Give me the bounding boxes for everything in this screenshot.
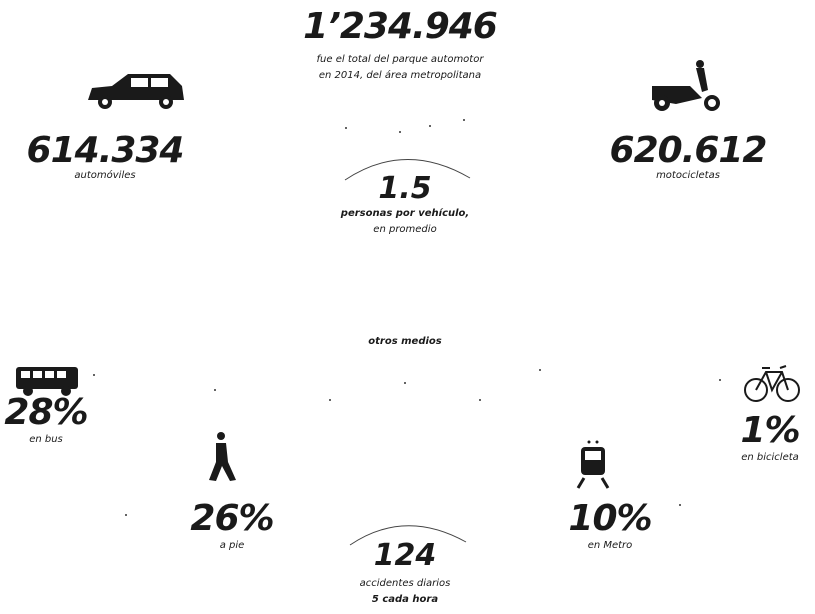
metro-caption: en Metro <box>588 540 633 551</box>
bus-caption: en bus <box>29 434 63 445</box>
walk-value: 26% <box>190 498 273 539</box>
bicycle-value: 1% <box>740 410 799 451</box>
accidents-caption: 5 cada hora <box>372 594 438 605</box>
motorcycle-icon <box>652 60 720 111</box>
metro-value: 10% <box>568 498 651 539</box>
cars-value: 614.334 <box>27 130 184 171</box>
cars-caption: automóviles <box>74 169 135 181</box>
motorcycles-caption: motocicletas <box>656 170 720 181</box>
occupancy-value: 1.5 <box>378 171 431 206</box>
walk-caption: a pie <box>220 540 245 551</box>
decor-dots <box>93 119 721 516</box>
motorcycles-value: 620.612 <box>610 130 767 171</box>
car-icon <box>88 74 184 109</box>
bus-icon <box>16 367 78 396</box>
pedestrian-icon <box>209 432 236 481</box>
occupancy-caption: en promedio <box>373 224 436 235</box>
total-value: 1’234.946 <box>303 6 497 47</box>
bus-value: 28% <box>4 392 87 433</box>
metro-icon <box>576 440 610 489</box>
total-caption: fue el total del parque automotor <box>317 54 485 65</box>
occupancy-caption: personas por vehículo, <box>340 207 469 219</box>
bicycle-caption: en bicicleta <box>741 452 799 463</box>
bicycle-icon <box>744 365 800 402</box>
other-modes-heading: otros medios <box>368 336 442 347</box>
total-caption: en 2014, del área metropolitana <box>319 69 481 81</box>
decor-arc <box>349 525 467 546</box>
decor-arc <box>344 159 471 181</box>
accidents-caption: accidentes diarios <box>360 578 451 589</box>
accidents-value: 124 <box>374 538 437 573</box>
